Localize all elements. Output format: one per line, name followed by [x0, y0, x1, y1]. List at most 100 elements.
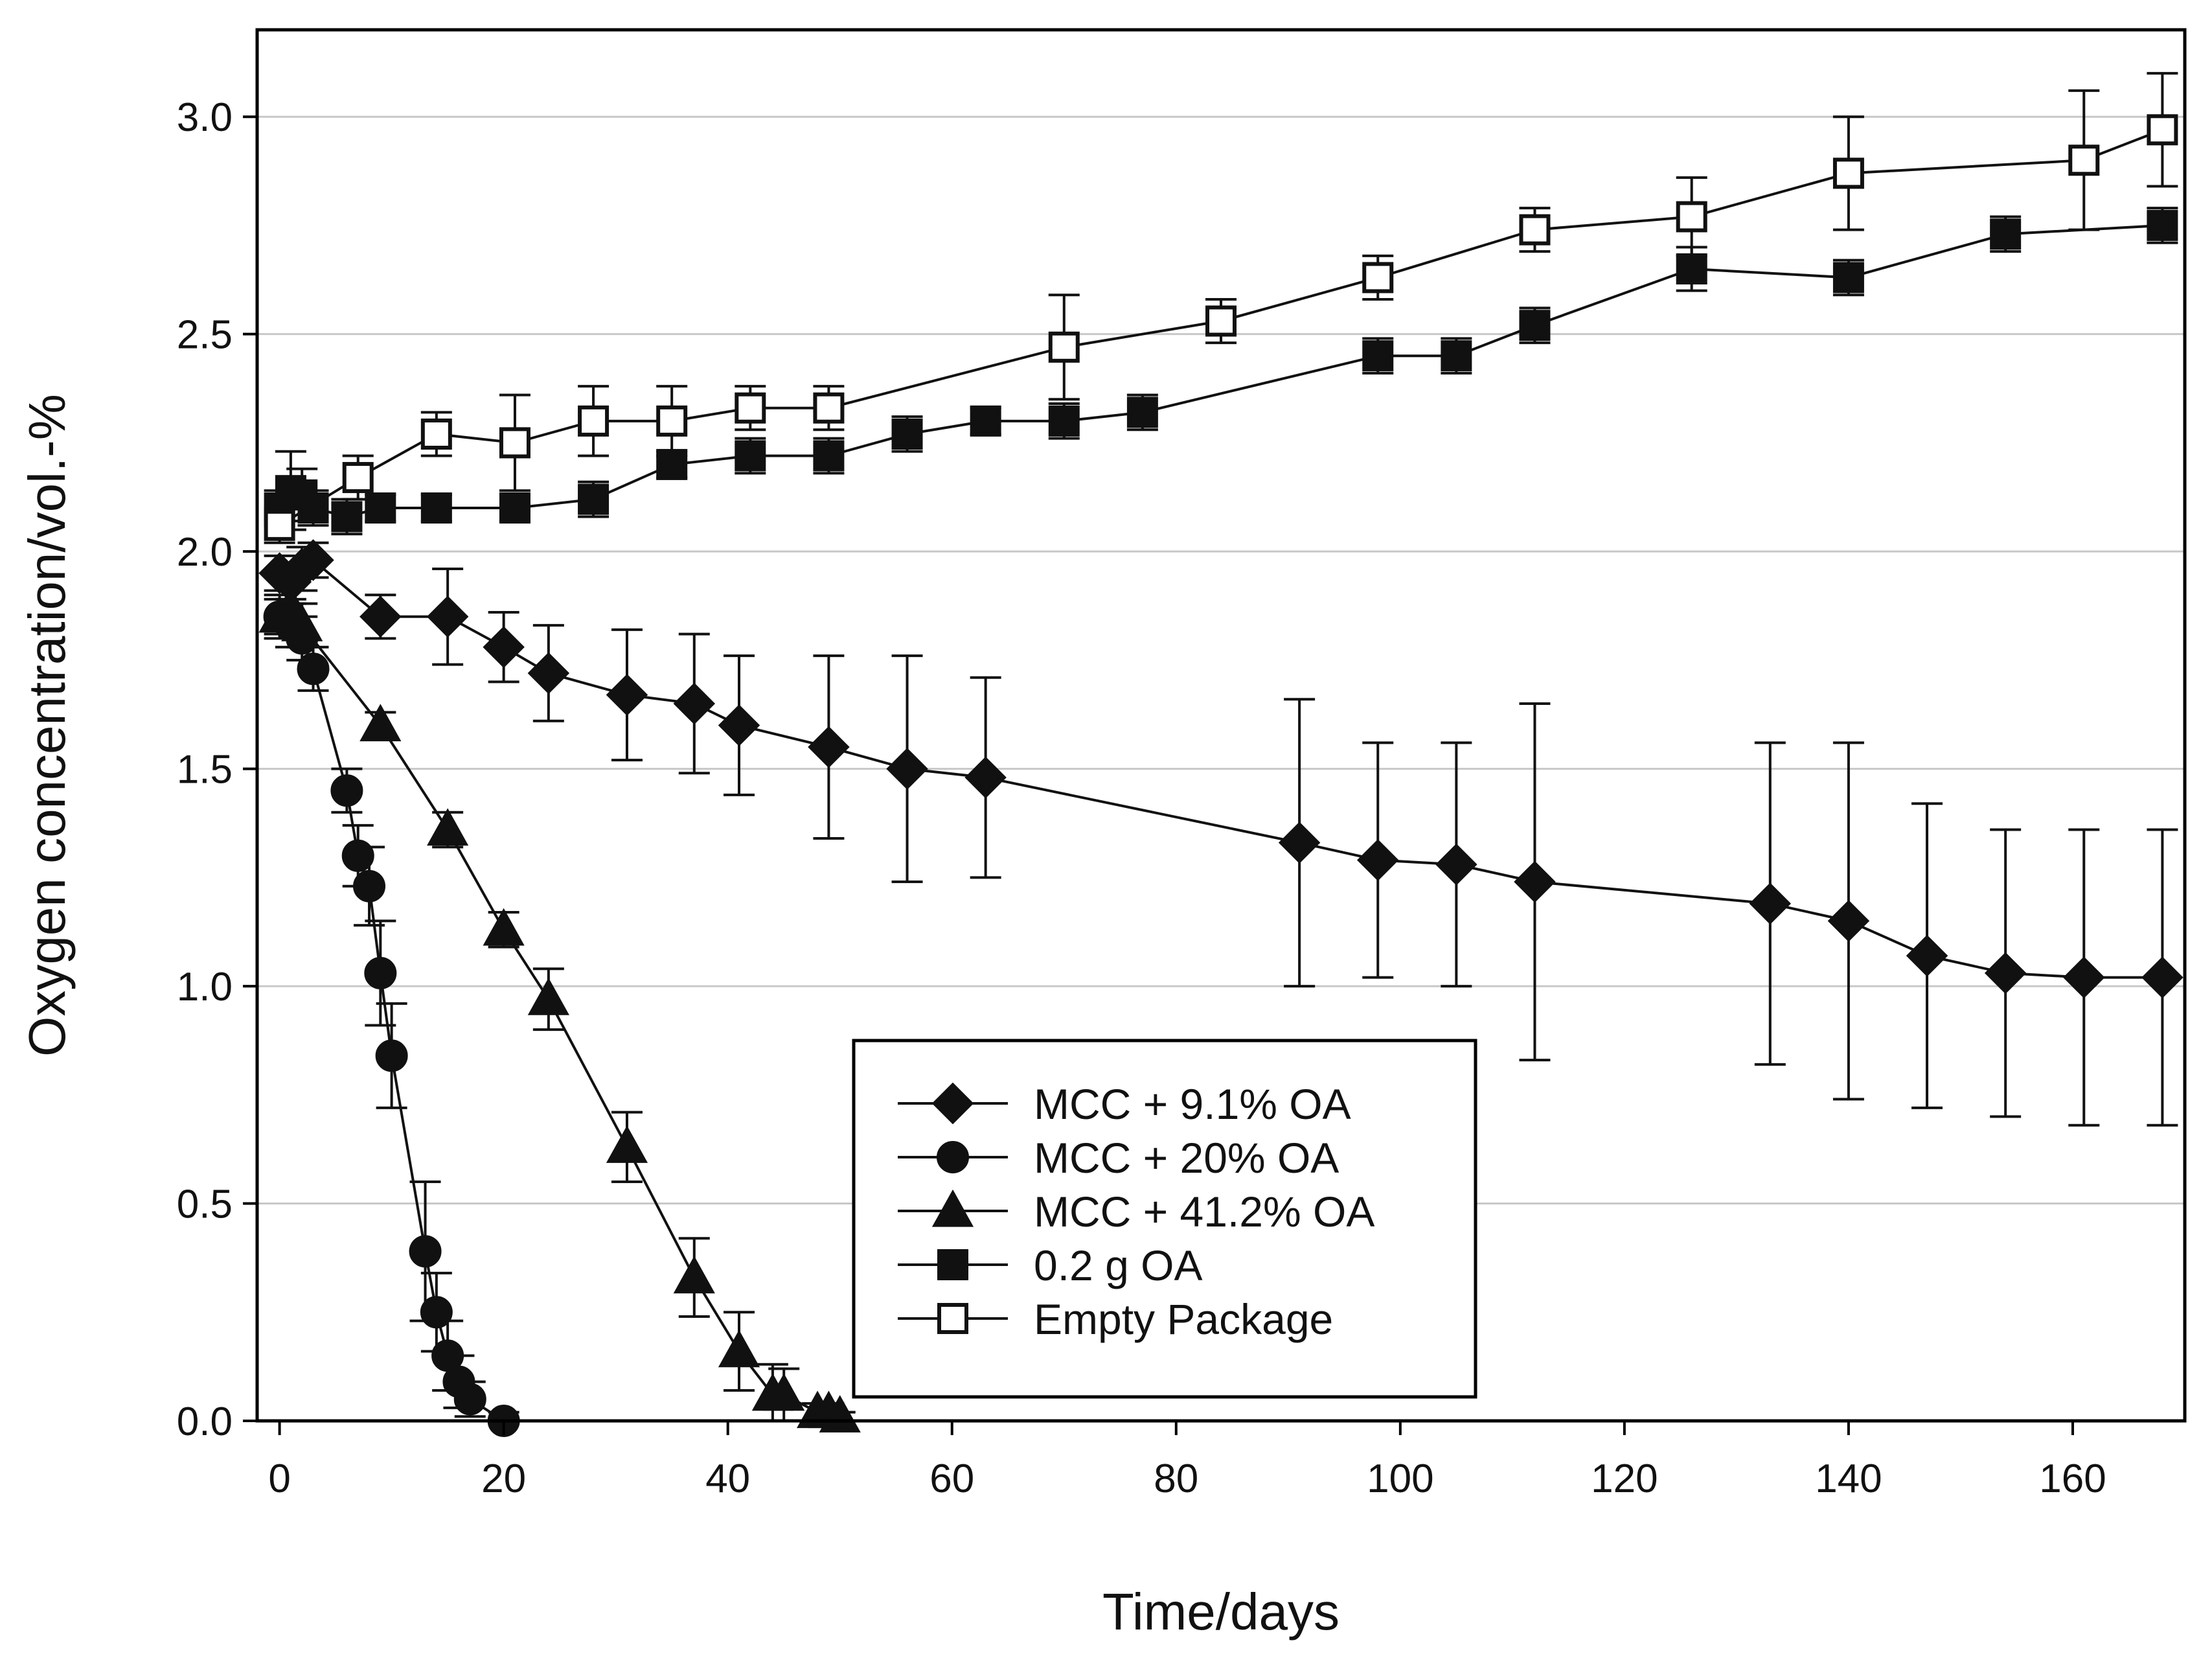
data-point	[606, 1125, 648, 1163]
data-point	[409, 1235, 442, 1268]
data-point	[1278, 822, 1321, 864]
data-point	[735, 440, 766, 472]
x-tick-label: 40	[705, 1457, 750, 1501]
data-point	[886, 748, 928, 790]
data-point	[673, 682, 716, 725]
data-point	[970, 405, 1001, 437]
data-point	[341, 839, 374, 872]
data-point	[527, 978, 569, 1015]
data-point	[1435, 843, 1477, 886]
x-axis-title: Time/days	[1102, 1583, 1340, 1641]
data-point	[763, 1373, 805, 1411]
y-axis-title: Oxygen concentration/vol.-%	[18, 394, 76, 1057]
y-tick-label: 3.0	[177, 95, 233, 140]
data-point	[1832, 262, 1864, 294]
data-point	[297, 652, 330, 685]
data-point	[1827, 900, 1870, 942]
legend-label: MCC + 20% OA	[1034, 1134, 1339, 1182]
data-point	[1749, 882, 1792, 925]
x-tick-label: 80	[1154, 1457, 1198, 1501]
data-point	[1205, 305, 1237, 337]
x-tick-label: 0	[268, 1457, 290, 1501]
x-tick-label: 140	[1815, 1457, 1882, 1501]
data-point	[1832, 157, 1864, 189]
y-tick-label: 2.0	[177, 530, 233, 575]
legend-label: 0.2 g OA	[1034, 1241, 1203, 1289]
plot-area	[258, 72, 2183, 1437]
data-point	[891, 418, 923, 450]
data-point	[420, 418, 452, 450]
data-point	[292, 539, 334, 581]
legend-label: MCC + 9.1% OA	[1034, 1080, 1351, 1128]
data-point	[264, 509, 295, 541]
data-point	[1126, 397, 1158, 428]
data-point	[420, 492, 452, 524]
data-point	[1906, 934, 1948, 977]
data-point	[2147, 209, 2178, 241]
data-point	[1441, 340, 1472, 372]
data-point	[420, 1296, 453, 1329]
data-point	[281, 604, 323, 641]
data-point	[426, 595, 469, 638]
y-tick-label: 0.0	[177, 1399, 233, 1444]
data-point	[499, 427, 530, 459]
data-point	[527, 652, 570, 695]
y-tick-label: 2.5	[177, 313, 233, 358]
data-point	[483, 626, 525, 668]
legend-marker	[937, 1249, 968, 1280]
data-point	[2068, 144, 2100, 176]
y-tick-label: 0.5	[177, 1182, 233, 1227]
data-point	[431, 1339, 464, 1372]
data-point	[1048, 405, 1080, 437]
data-point	[2063, 956, 2105, 998]
data-point	[2147, 114, 2178, 146]
data-point	[499, 492, 530, 524]
data-point	[427, 808, 469, 846]
data-point	[606, 674, 648, 716]
data-point	[359, 595, 402, 638]
legend: MCC + 9.1% OA MCC + 20% OA MCC + 41.2% OA 0…	[852, 1039, 1477, 1399]
data-point	[331, 501, 363, 533]
legend-marker	[931, 1082, 974, 1125]
data-point	[808, 726, 850, 768]
data-point	[353, 869, 386, 903]
series-line	[279, 128, 2163, 527]
data-point	[1362, 262, 1394, 294]
data-point	[819, 1395, 861, 1433]
data-point	[718, 1330, 760, 1368]
x-tick-label: 160	[2039, 1457, 2106, 1501]
data-point	[483, 908, 525, 946]
data-point	[1990, 218, 2022, 250]
data-point	[1519, 310, 1551, 341]
data-point	[813, 440, 845, 472]
data-point	[1519, 214, 1551, 246]
data-point	[453, 1383, 486, 1416]
series-4	[264, 72, 2178, 544]
axes: 0.0 0.5 1.0 1.5 2.0 2.5 3.0 0 20 40 60 80 100 120 140 1…	[177, 95, 2106, 1501]
x-tick-label: 100	[1367, 1457, 1433, 1501]
data-point	[735, 392, 766, 424]
data-point	[578, 483, 610, 515]
data-point	[364, 956, 397, 989]
data-point	[1048, 331, 1080, 363]
data-point	[718, 704, 760, 746]
data-point	[1984, 952, 2027, 995]
data-point	[330, 774, 363, 807]
y-tick-label: 1.0	[177, 965, 233, 1009]
data-point	[1514, 860, 1556, 903]
x-tick-label: 60	[929, 1457, 974, 1501]
series-0	[258, 539, 2183, 1127]
x-tick-label: 120	[1591, 1457, 1658, 1501]
data-point	[1356, 839, 1399, 881]
data-point	[342, 462, 374, 494]
x-tick-label: 20	[481, 1457, 526, 1501]
data-point	[1362, 340, 1394, 372]
legend-marker	[931, 1189, 974, 1227]
data-point	[375, 1039, 408, 1072]
data-point	[2141, 956, 2183, 998]
y-tick-label: 1.5	[177, 748, 233, 792]
data-point	[656, 405, 688, 437]
